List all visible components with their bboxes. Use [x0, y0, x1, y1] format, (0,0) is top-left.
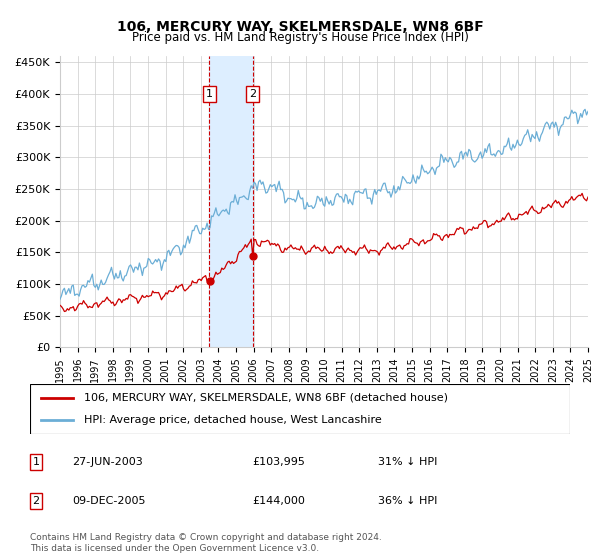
- Text: 1: 1: [32, 457, 40, 467]
- Text: £103,995: £103,995: [252, 457, 305, 467]
- Text: 106, MERCURY WAY, SKELMERSDALE, WN8 6BF: 106, MERCURY WAY, SKELMERSDALE, WN8 6BF: [116, 20, 484, 34]
- Text: Contains HM Land Registry data © Crown copyright and database right 2024.
This d: Contains HM Land Registry data © Crown c…: [30, 533, 382, 553]
- Text: 2: 2: [249, 89, 256, 99]
- Text: 36% ↓ HPI: 36% ↓ HPI: [378, 496, 437, 506]
- Text: 2: 2: [32, 496, 40, 506]
- Text: HPI: Average price, detached house, West Lancashire: HPI: Average price, detached house, West…: [84, 415, 382, 425]
- Text: 106, MERCURY WAY, SKELMERSDALE, WN8 6BF (detached house): 106, MERCURY WAY, SKELMERSDALE, WN8 6BF …: [84, 393, 448, 403]
- Bar: [209, 56, 253, 347]
- Text: 1: 1: [206, 89, 213, 99]
- Text: 31% ↓ HPI: 31% ↓ HPI: [378, 457, 437, 467]
- Text: 27-JUN-2003: 27-JUN-2003: [72, 457, 143, 467]
- Text: £144,000: £144,000: [252, 496, 305, 506]
- Text: 09-DEC-2005: 09-DEC-2005: [72, 496, 146, 506]
- Text: Price paid vs. HM Land Registry's House Price Index (HPI): Price paid vs. HM Land Registry's House …: [131, 31, 469, 44]
